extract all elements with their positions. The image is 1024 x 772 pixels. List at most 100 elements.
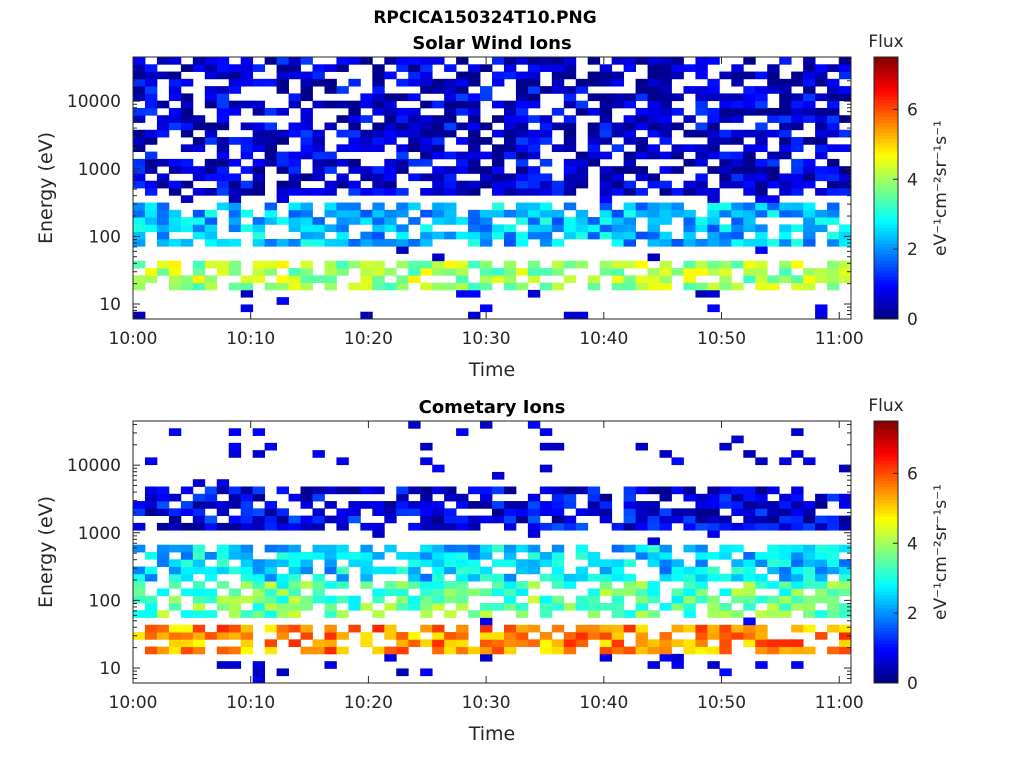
heatmap-cell xyxy=(420,100,433,109)
heatmap-cell xyxy=(492,471,505,480)
heatmap-cell xyxy=(695,224,708,233)
heatmap-cell xyxy=(779,457,792,466)
heatmap-cell xyxy=(300,129,313,138)
heatmap-cell xyxy=(659,202,672,211)
heatmap-cell xyxy=(408,129,421,138)
heatmap-cell xyxy=(791,566,804,575)
heatmap-cell xyxy=(659,238,672,247)
heatmap-cell xyxy=(815,115,828,123)
heatmap-cell xyxy=(755,122,768,131)
colorbar-segment xyxy=(874,161,898,166)
heatmap-cell xyxy=(300,93,313,102)
heatmap-cell xyxy=(228,610,242,618)
heatmap-cell xyxy=(133,573,146,582)
heatmap-cell xyxy=(755,661,768,669)
heatmap-cell xyxy=(168,646,182,655)
heatmap-cell xyxy=(791,646,804,655)
heatmap-cell xyxy=(360,282,373,291)
heatmap-cell xyxy=(719,260,732,269)
heatmap-cell xyxy=(695,64,708,72)
heatmap-cell xyxy=(539,188,553,196)
heatmap-cell xyxy=(779,209,792,218)
heatmap-cell xyxy=(216,100,230,109)
heatmap-cell xyxy=(587,501,601,509)
heatmap-cell xyxy=(803,173,816,182)
heatmap-cell xyxy=(408,107,421,116)
heatmap-cell xyxy=(779,100,792,109)
heatmap-cell xyxy=(791,93,804,102)
heatmap-cell xyxy=(599,107,613,116)
heatmap-cell xyxy=(635,595,648,604)
heatmap-cell xyxy=(156,71,170,80)
heatmap-cell xyxy=(611,180,625,189)
heatmap-cell xyxy=(456,86,469,94)
heatmap-cell xyxy=(563,202,577,211)
heatmap-cell xyxy=(743,559,756,567)
heatmap-cell xyxy=(599,508,613,517)
heatmap-cell xyxy=(695,581,708,589)
heatmap-cell xyxy=(324,158,337,167)
heatmap-cell xyxy=(480,137,493,145)
heatmap-cell xyxy=(803,180,816,189)
heatmap-cell xyxy=(240,486,254,495)
heatmap-cell xyxy=(276,522,289,531)
heatmap-cell xyxy=(360,581,373,589)
heatmap-cell xyxy=(503,64,517,72)
heatmap-cell xyxy=(743,268,756,276)
heatmap-cell xyxy=(444,93,457,102)
heatmap-cell xyxy=(156,544,170,553)
heatmap-cell xyxy=(719,501,732,509)
heatmap-cell xyxy=(611,238,625,247)
heatmap-cell xyxy=(360,166,373,174)
heatmap-cell xyxy=(372,646,385,655)
heatmap-cell xyxy=(468,209,481,218)
heatmap-cell xyxy=(503,268,517,276)
heatmap-cell xyxy=(264,595,277,604)
heatmap-cell xyxy=(228,522,242,531)
heatmap-cell xyxy=(839,581,852,589)
heatmap-cell xyxy=(420,122,433,131)
heatmap-cell xyxy=(252,486,266,495)
heatmap-cell xyxy=(252,595,266,604)
heatmap-cell xyxy=(539,217,553,225)
heatmap-cell xyxy=(216,107,230,116)
heatmap-cell xyxy=(276,166,289,174)
heatmap-cell xyxy=(192,508,206,517)
heatmap-cell xyxy=(719,129,732,138)
heatmap-cell xyxy=(647,78,660,87)
x-tick-label: 10:30 xyxy=(462,329,511,349)
heatmap-cell xyxy=(515,144,529,153)
heatmap-cell xyxy=(599,78,613,87)
heatmap-cell xyxy=(264,158,277,167)
x-tick-label: 10:40 xyxy=(579,329,628,349)
heatmap-cell xyxy=(839,64,852,72)
heatmap-cell xyxy=(815,217,828,225)
heatmap-cell xyxy=(492,78,505,87)
heatmap-cell xyxy=(264,646,277,655)
heatmap-cell xyxy=(240,57,254,65)
heatmap-cell xyxy=(312,100,325,109)
heatmap-cell xyxy=(647,107,660,116)
heatmap-cell xyxy=(563,100,577,109)
heatmap-cell xyxy=(216,486,230,495)
heatmap-cell xyxy=(707,217,720,225)
heatmap-cell xyxy=(408,268,421,276)
heatmap-cell xyxy=(324,202,337,211)
heatmap-cell xyxy=(551,639,565,648)
heatmap-cell xyxy=(408,581,421,589)
heatmap-cell xyxy=(803,610,816,618)
heatmap-cell xyxy=(683,493,696,502)
heatmap-cell xyxy=(300,238,313,247)
heatmap-cell xyxy=(839,93,852,102)
heatmap-cell xyxy=(635,57,648,65)
heatmap-cell xyxy=(408,632,421,640)
heatmap-cell xyxy=(767,209,780,218)
heatmap-cell xyxy=(432,559,445,567)
heatmap-cell xyxy=(611,57,625,65)
heatmap-cell xyxy=(779,646,792,655)
heatmap-cell xyxy=(659,450,672,458)
heatmap-cell xyxy=(515,180,529,189)
heatmap-cell xyxy=(408,566,421,575)
heatmap-cell xyxy=(563,64,577,72)
heatmap-cell xyxy=(204,238,218,247)
